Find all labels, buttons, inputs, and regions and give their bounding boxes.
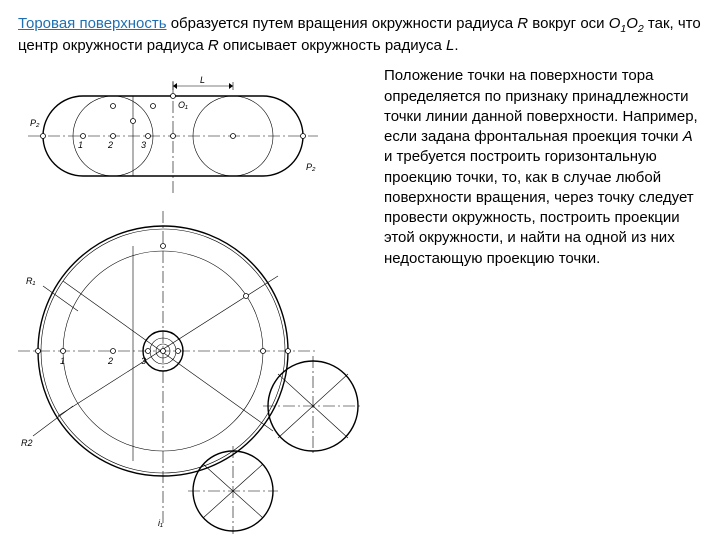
- content-row: L O₁ 1 2: [18, 66, 702, 536]
- torus-diagram: L O₁ 1 2: [18, 66, 368, 536]
- svg-text:P₂: P₂: [30, 118, 40, 128]
- svg-text:1: 1: [60, 356, 65, 366]
- header-paragraph: Торовая поверхность образуется путем вра…: [18, 14, 702, 56]
- svg-text:P₂: P₂: [306, 162, 316, 172]
- label-L: L: [200, 75, 205, 85]
- top-view: L O₁ 1 2: [28, 75, 318, 196]
- label-R1: R₁: [26, 276, 35, 286]
- aux-circle-2: [188, 446, 278, 534]
- label-R2: R2: [21, 438, 33, 448]
- svg-text:3: 3: [141, 356, 146, 366]
- svg-text:2: 2: [107, 356, 113, 366]
- page-root: Торовая поверхность образуется путем вра…: [0, 0, 720, 540]
- svg-text:2: 2: [107, 140, 113, 150]
- diagram-column: L O₁ 1 2: [18, 66, 368, 536]
- bottom-view: R₁ R2: [18, 211, 363, 534]
- aux-circle-1: [263, 356, 363, 456]
- svg-text:3: 3: [141, 140, 146, 150]
- svg-text:1: 1: [78, 140, 83, 150]
- svg-text:i₁: i₁: [158, 518, 163, 528]
- label-O1: O₁: [178, 100, 188, 110]
- term-torus: Торовая поверхность: [18, 15, 167, 32]
- body-paragraph: Положение точки на поверхности тора опре…: [368, 66, 702, 536]
